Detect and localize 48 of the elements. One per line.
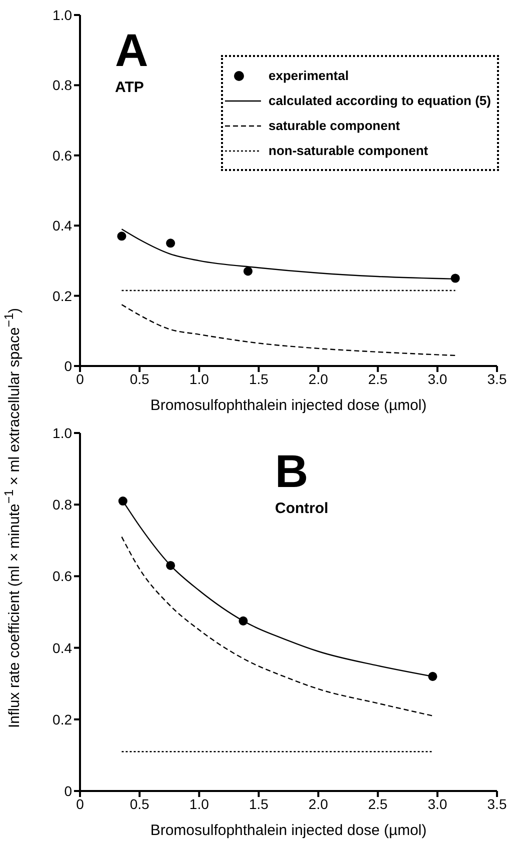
chart-title: A <box>115 24 148 76</box>
x-tick-label: 2.5 <box>368 796 388 812</box>
y-tick-label: 0 <box>64 358 72 374</box>
point <box>243 266 253 276</box>
point <box>238 616 248 626</box>
y-tick-label: 1.0 <box>52 424 72 441</box>
x-tick-label: 3.0 <box>428 796 448 812</box>
x-tick-label: 3.0 <box>428 370 448 387</box>
y-tick-label: 0.4 <box>52 218 72 234</box>
point <box>428 672 438 681</box>
x-tick-label: 2.0 <box>308 370 328 387</box>
text: ATP <box>115 79 144 96</box>
point <box>450 274 460 283</box>
y-tick-label: 0.4 <box>52 640 72 656</box>
x-tick-label: 0 <box>76 370 84 387</box>
y-tick-label: 0.8 <box>52 77 72 94</box>
point <box>166 238 176 248</box>
y-tick-label: 1.0 <box>52 6 72 23</box>
x-tick-label: 3.5 <box>487 796 507 812</box>
x-axis-title: Bromosulfophthalein injected dose (µmol) <box>150 397 427 414</box>
point <box>166 560 176 570</box>
point <box>117 232 126 241</box>
y-tick-label: 0.6 <box>52 568 72 584</box>
line-series <box>121 536 434 716</box>
y-tick-label: 0.8 <box>52 496 72 513</box>
x-axis-title: Bromosulfophthalein injected dose (µmol) <box>150 822 427 839</box>
text: Control <box>275 500 328 517</box>
x-tick-label: 2.5 <box>368 370 388 387</box>
legend-label: saturable component <box>268 118 400 133</box>
x-tick-label: 0 <box>76 796 84 812</box>
y-tick-label: 0.6 <box>52 147 72 164</box>
point <box>118 496 128 506</box>
x-tick-label: 1.5 <box>248 370 269 387</box>
x-tick-label: 1.0 <box>189 796 210 812</box>
y-tick-label: 0.2 <box>52 711 72 728</box>
chart-title: B <box>275 445 308 497</box>
line-series <box>121 304 456 356</box>
x-tick-label: 2.0 <box>308 796 328 812</box>
x-tick-label: 1.0 <box>189 370 210 387</box>
legend-label: calculated according to equation (5) <box>268 93 491 108</box>
x-tick-label: 3.5 <box>487 370 507 387</box>
y-tick-label: 0.2 <box>52 288 72 304</box>
legend-label: experimental <box>268 68 349 83</box>
x-tick-label: 0.5 <box>130 796 150 812</box>
y-tick-label: 0 <box>64 782 72 799</box>
x-tick-label: 1.5 <box>248 796 269 812</box>
x-tick-label: 0.5 <box>130 370 150 387</box>
legend-label: non-saturable component <box>268 143 428 158</box>
